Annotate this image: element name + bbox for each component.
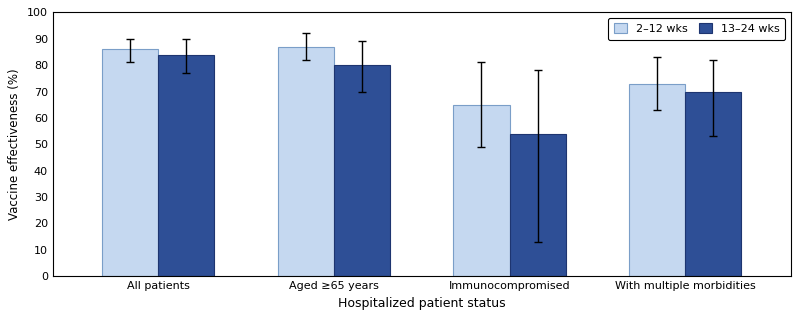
Bar [629, 84, 686, 276]
Bar [686, 92, 741, 276]
Legend: 2–12 wks, 13–24 wks: 2–12 wks, 13–24 wks [608, 18, 785, 40]
Bar [277, 47, 334, 276]
Y-axis label: Vaccine effectiveness (%): Vaccine effectiveness (%) [8, 68, 22, 220]
X-axis label: Hospitalized patient status: Hospitalized patient status [338, 297, 506, 310]
Bar [334, 65, 390, 276]
Bar [102, 49, 158, 276]
Bar [510, 134, 566, 276]
Bar [158, 55, 214, 276]
Bar [453, 105, 510, 276]
